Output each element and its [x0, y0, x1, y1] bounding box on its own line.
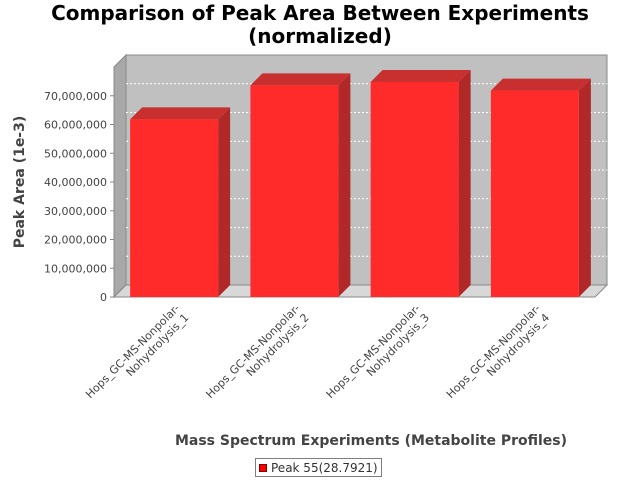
legend: Peak 55(28.7921) [255, 458, 382, 477]
chart-title: Comparison of Peak Area Between Experime… [0, 2, 640, 48]
bar-top [370, 69, 471, 82]
bar [370, 81, 459, 297]
x-axis-title: Mass Spectrum Experiments (Metabolite Pr… [175, 433, 567, 449]
x-tick-label: Hops_GC-MS-Nonpolar-Nohydrolysis_4 [444, 302, 552, 410]
x-tick-label-line: Hops_GC-MS-Nonpolar- [203, 302, 302, 401]
y-tick-label: 70,000,000 [44, 90, 107, 103]
chart-title-line-2: (normalized) [248, 24, 392, 48]
legend-swatch-icon [259, 463, 267, 472]
x-tick-label: Hops_GC-MS-Nonpolar-Nohydrolysis_1 [83, 302, 191, 410]
y-tick-label: 0 [100, 291, 107, 304]
x-tick-label: Hops_GC-MS-Nonpolar-Nohydrolysis_3 [324, 302, 432, 410]
bar-side [578, 78, 591, 297]
x-tick-label-line: Hops_GC-MS-Nonpolar- [324, 302, 423, 401]
y-tick-label: 60,000,000 [44, 119, 107, 132]
bar-top [130, 107, 231, 120]
bar-side [218, 107, 231, 297]
x-tick-label-line: Hops_GC-MS-Nonpolar- [83, 302, 182, 401]
y-tick-label: 40,000,000 [44, 176, 107, 189]
x-tick-label-line: Hops_GC-MS-Nonpolar- [444, 302, 543, 401]
chart-title-line-1: Comparison of Peak Area Between Experime… [51, 1, 589, 25]
plot-left-wall [113, 53, 127, 299]
bar [490, 90, 579, 297]
bar [130, 119, 219, 297]
legend-label: Peak 55(28.7921) [271, 460, 378, 475]
y-axis-title: Peak Area (1e-3) [12, 116, 28, 249]
bar-side [458, 69, 471, 297]
y-tick-label: 20,000,000 [44, 234, 107, 247]
bar-side [338, 73, 351, 298]
bar-top [490, 78, 591, 91]
y-tick-label: 10,000,000 [44, 262, 107, 275]
y-tick-label: 30,000,000 [44, 205, 107, 218]
bar [250, 85, 339, 298]
x-tick-label: Hops_GC-MS-Nonpolar-Nohydrolysis_2 [203, 302, 311, 410]
y-tick-label: 50,000,000 [44, 147, 107, 160]
bar-top [250, 73, 351, 86]
